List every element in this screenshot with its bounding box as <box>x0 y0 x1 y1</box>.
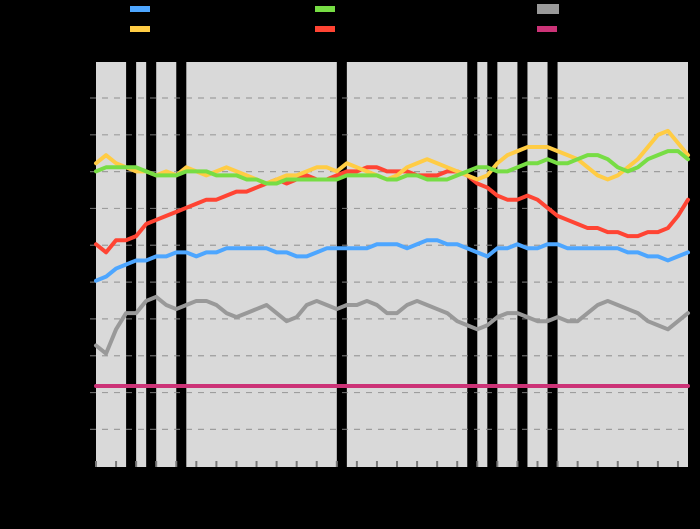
legend-swatch-1 <box>315 26 335 32</box>
series-lines <box>94 128 690 388</box>
legend-swatch-3 <box>315 6 335 12</box>
shaded-band-5 <box>477 62 488 467</box>
shaded-band-7 <box>527 62 548 467</box>
series-line-0 <box>94 238 690 283</box>
series-line-1 <box>94 165 690 255</box>
shaded-band-8 <box>557 62 688 467</box>
shaded-band-4 <box>346 62 468 467</box>
legend-swatch-4 <box>537 4 559 14</box>
legend <box>130 4 559 32</box>
series-line-3 <box>94 149 690 186</box>
shaded-band-6 <box>497 62 518 467</box>
legend-swatch-0 <box>130 6 150 12</box>
shaded-band-1 <box>136 62 147 467</box>
series-line-4 <box>94 294 690 356</box>
shaded-band-3 <box>186 62 337 467</box>
legend-swatch-2 <box>130 26 150 32</box>
legend-swatch-5 <box>537 26 557 32</box>
shaded-bands <box>96 62 688 467</box>
shaded-band-2 <box>156 62 177 467</box>
